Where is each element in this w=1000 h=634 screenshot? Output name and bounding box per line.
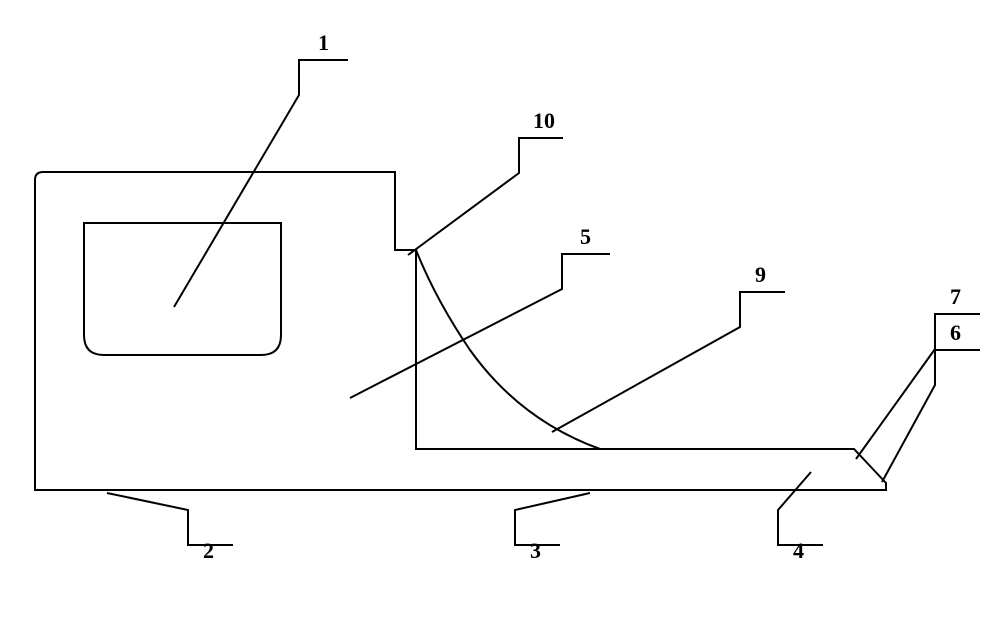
callout-label-3: 3 bbox=[530, 538, 541, 563]
callout-leader-7 bbox=[856, 314, 980, 459]
callout-leader-1 bbox=[174, 60, 348, 307]
shapes-layer bbox=[35, 172, 886, 490]
callout-leader-5 bbox=[350, 254, 610, 398]
inner-cutout bbox=[84, 223, 281, 355]
callout-label-5: 5 bbox=[580, 224, 591, 249]
callout-label-1: 1 bbox=[318, 30, 329, 55]
outer-profile bbox=[35, 172, 886, 490]
callout-label-2: 2 bbox=[203, 538, 214, 563]
callout-leader-10 bbox=[408, 138, 563, 255]
callout-label-7: 7 bbox=[950, 284, 961, 309]
callout-leader-9 bbox=[552, 292, 785, 432]
callout-label-9: 9 bbox=[755, 262, 766, 287]
callouts-layer: 1 2 3 4 5 6 7 9 10 bbox=[107, 30, 980, 563]
callout-leader-2 bbox=[107, 493, 233, 545]
callout-leader-4 bbox=[778, 472, 823, 545]
callout-label-10: 10 bbox=[533, 108, 555, 133]
diagram-canvas: 1 2 3 4 5 6 7 9 10 bbox=[0, 0, 1000, 634]
callout-leader-6 bbox=[882, 350, 980, 482]
callout-leader-3 bbox=[515, 493, 590, 545]
callout-label-6: 6 bbox=[950, 320, 961, 345]
callout-label-4: 4 bbox=[793, 538, 804, 563]
